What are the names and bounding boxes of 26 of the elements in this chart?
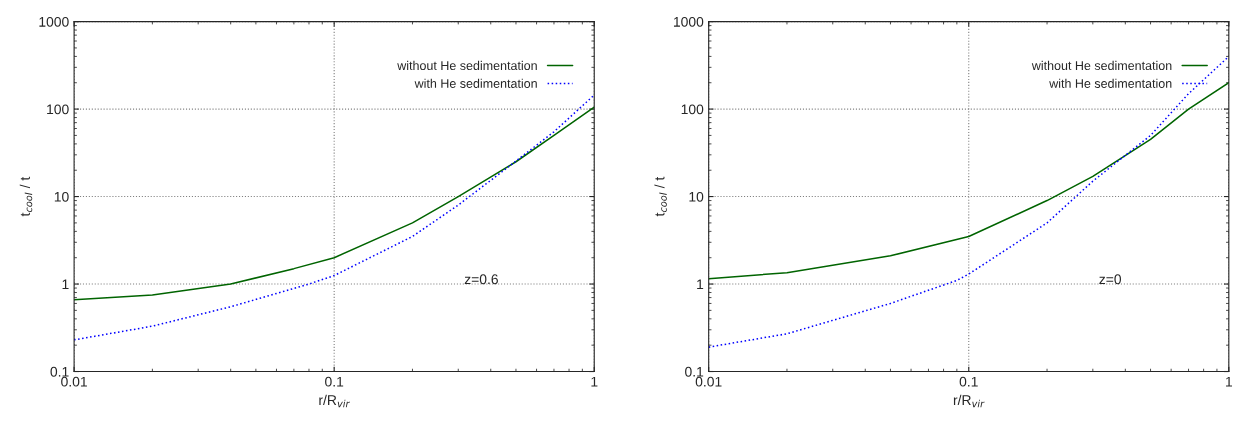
y-tick-label: 10 (54, 191, 69, 202)
legend-label: with He sedimentation (414, 78, 537, 88)
x-tick-label: 0.01 (695, 376, 722, 387)
y-tick-label: 1000 (39, 16, 69, 27)
x-axis-title: r/R$_{vir}$ (319, 394, 351, 408)
annotation: z=0 (1099, 274, 1122, 285)
x-tick-label: 0.1 (959, 376, 978, 387)
y-tick-label: 1000 (673, 16, 704, 27)
y-tick-label: 0.1 (685, 366, 704, 377)
legend-label: without He sedimentation (397, 60, 537, 71)
x-tick-label: 1 (591, 376, 598, 387)
y-tick-label: 1 (62, 279, 69, 290)
x-tick-label: 1 (1226, 376, 1233, 387)
y-tick-label: 10 (689, 191, 704, 202)
y-axis-title: t$_{cool}$ / t (19, 176, 33, 217)
annotation: z=0.6 (464, 274, 498, 285)
y-tick-label: 1 (697, 279, 704, 290)
legend-label: without He sedimentation (1031, 60, 1172, 71)
x-tick-label: 0.01 (61, 376, 87, 387)
legend-label: with He sedimentation (1049, 78, 1172, 88)
x-tick-label: 0.1 (325, 376, 344, 387)
x-axis-title: r/R$_{vir}$ (953, 394, 985, 408)
y-tick-label: 100 (681, 104, 704, 115)
y-tick-label: 0.1 (50, 366, 69, 377)
y-tick-label: 100 (47, 104, 69, 115)
y-axis-title: t$_{cool}$ / t (654, 176, 667, 217)
